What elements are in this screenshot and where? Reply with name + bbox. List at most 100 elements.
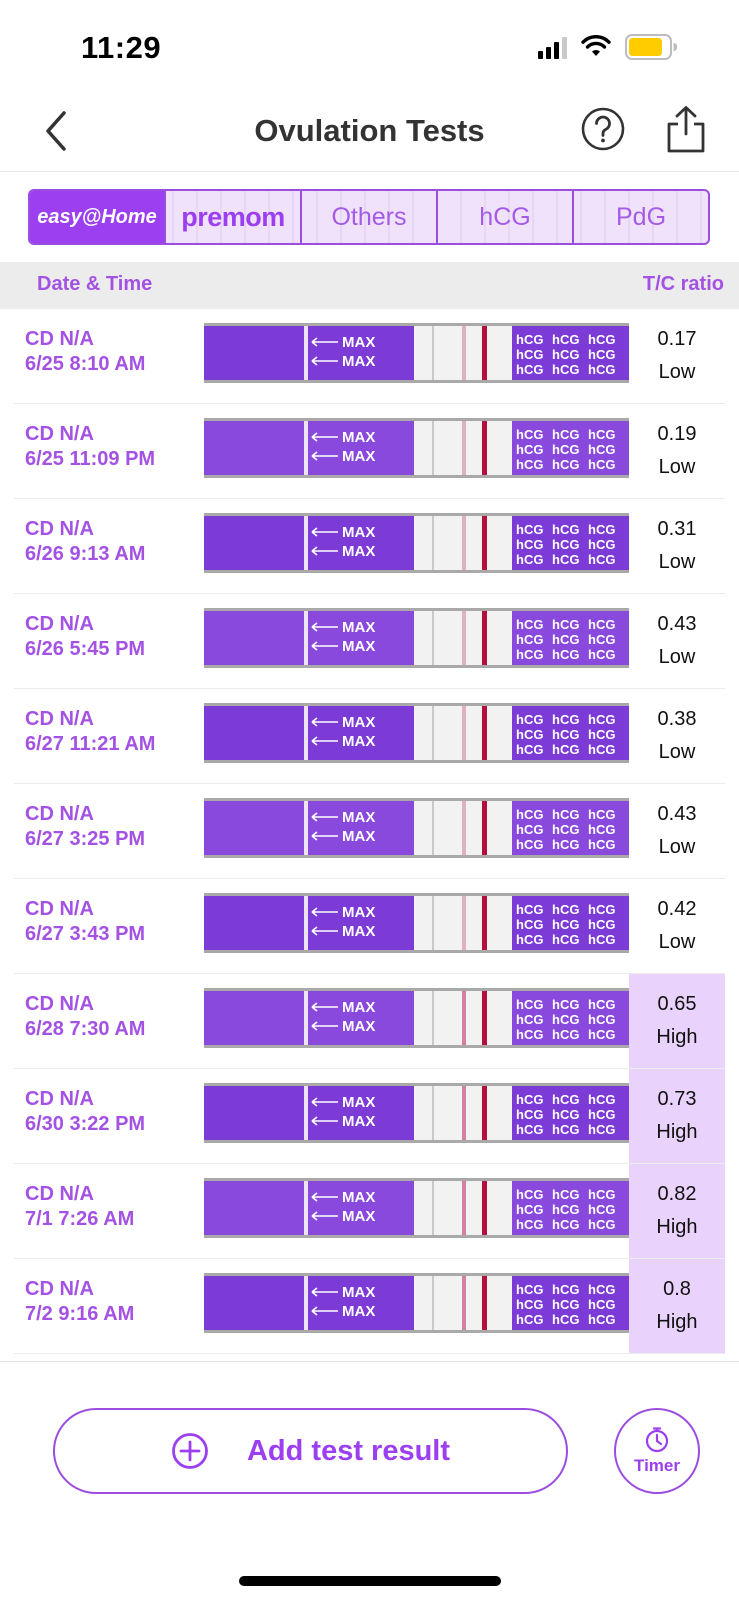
svg-text:hCG: hCG: [516, 537, 543, 552]
test-strip-image[interactable]: MAX MAX hCG hCG hCG hCG hCG hCG hCG hCG hCG: [204, 418, 629, 478]
tab-premom[interactable]: premom: [166, 191, 302, 243]
status-icons: [538, 34, 677, 60]
help-button[interactable]: [580, 106, 626, 152]
svg-text:hCG: hCG: [516, 347, 543, 362]
svg-text:hCG: hCG: [552, 837, 579, 852]
back-button[interactable]: [36, 108, 76, 154]
table-row[interactable]: CD N/A 6/25 8:10 AM MAX MAX hCG hCG hCG hCG hCG h…: [14, 309, 725, 404]
svg-text:hCG: hCG: [588, 902, 615, 917]
tc-ratio-cell: 0.19 Low: [629, 404, 725, 498]
tab-easy-home[interactable]: easy@Home: [30, 191, 166, 243]
svg-text:hCG: hCG: [552, 727, 579, 742]
plus-circle-icon: [172, 1433, 208, 1469]
svg-text:MAX: MAX: [342, 524, 375, 541]
svg-text:MAX: MAX: [342, 1113, 375, 1130]
test-strip-image[interactable]: MAX MAX hCG hCG hCG hCG hCG hCG hCG hCG hCG: [204, 323, 629, 383]
easy-home-logo: easy@Home: [37, 205, 157, 228]
test-strip-image[interactable]: MAX MAX hCG hCG hCG hCG hCG hCG hCG hCG hCG: [204, 798, 629, 858]
svg-text:MAX: MAX: [342, 714, 375, 731]
test-strip-image[interactable]: MAX MAX hCG hCG hCG hCG hCG hCG hCG hCG hCG: [204, 513, 629, 573]
svg-text:hCG: hCG: [588, 742, 615, 757]
svg-text:hCG: hCG: [588, 347, 615, 362]
test-datetime: 7/1 7:26 AM: [25, 1208, 135, 1230]
svg-text:hCG: hCG: [552, 442, 579, 457]
table-row[interactable]: CD N/A 7/2 9:16 AM MAX MAX hCG hCG hCG hCG hCG hC…: [14, 1259, 725, 1354]
test-strip-image[interactable]: MAX MAX hCG hCG hCG hCG hCG hCG hCG hCG hCG: [204, 608, 629, 668]
tab-hcg[interactable]: hCG: [438, 191, 574, 243]
svg-text:MAX: MAX: [342, 923, 375, 940]
svg-text:hCG: hCG: [516, 742, 543, 757]
tc-ratio-cell: 0.31 Low: [629, 499, 725, 593]
test-strip-image[interactable]: MAX MAX hCG hCG hCG hCG hCG hCG hCG hCG hCG: [204, 1273, 629, 1333]
question-circle-icon: [581, 107, 625, 151]
page-title: Ovulation Tests: [254, 113, 485, 148]
test-datetime: 6/27 3:25 PM: [25, 828, 146, 850]
svg-text:hCG: hCG: [552, 997, 579, 1012]
svg-text:hCG: hCG: [588, 1122, 615, 1137]
test-strip-image[interactable]: MAX MAX hCG hCG hCG hCG hCG hCG hCG hCG hCG: [204, 1083, 629, 1143]
table-row[interactable]: CD N/A 6/30 3:22 PM MAX MAX hCG hCG hCG hCG hCG h…: [14, 1069, 725, 1164]
table-row[interactable]: CD N/A 6/27 3:43 PM MAX MAX hCG hCG hCG hCG hCG h…: [14, 879, 725, 974]
battery-icon: [625, 34, 677, 60]
table-row[interactable]: CD N/A 6/25 11:09 PM MAX MAX hCG hCG hCG hCG hCG…: [14, 404, 725, 499]
tc-ratio-value: 0.65: [657, 993, 697, 1015]
tc-ratio-value: 0.73: [657, 1088, 697, 1110]
svg-text:MAX: MAX: [342, 999, 375, 1016]
svg-text:hCG: hCG: [516, 1282, 543, 1297]
test-strip-image[interactable]: MAX MAX hCG hCG hCG hCG hCG hCG hCG hCG hCG: [204, 988, 629, 1048]
table-header: Date & Time T/C ratio: [0, 262, 739, 309]
cycle-day: CD N/A: [25, 1088, 94, 1110]
svg-text:hCG: hCG: [516, 617, 543, 632]
table-row[interactable]: CD N/A 6/27 3:25 PM MAX MAX hCG hCG hCG hCG hCG h…: [14, 784, 725, 879]
divider: [0, 1361, 739, 1362]
timer-button[interactable]: Timer: [614, 1408, 700, 1494]
svg-text:hCG: hCG: [588, 522, 615, 537]
test-datetime: 6/28 7:30 AM: [25, 1018, 146, 1040]
add-test-result-button[interactable]: Add test result: [53, 1408, 568, 1494]
svg-text:MAX: MAX: [342, 1018, 375, 1035]
svg-text:MAX: MAX: [342, 353, 375, 370]
test-strip-image[interactable]: MAX MAX hCG hCG hCG hCG hCG hCG hCG hCG hCG: [204, 703, 629, 763]
svg-text:hCG: hCG: [516, 1107, 543, 1122]
tc-ratio-value: 0.8: [663, 1278, 691, 1300]
svg-text:MAX: MAX: [342, 543, 375, 560]
svg-text:hCG: hCG: [552, 647, 579, 662]
svg-text:hCG: hCG: [552, 1187, 579, 1202]
tc-ratio-value: 0.19: [657, 423, 697, 445]
svg-text:hCG: hCG: [588, 617, 615, 632]
test-strip-image[interactable]: MAX MAX hCG hCG hCG hCG hCG hCG hCG hCG hCG: [204, 893, 629, 953]
table-row[interactable]: CD N/A 7/1 7:26 AM MAX MAX hCG hCG hCG hCG hCG hC…: [14, 1164, 725, 1259]
svg-text:hCG: hCG: [552, 1092, 579, 1107]
svg-text:hCG: hCG: [552, 1297, 579, 1312]
table-row[interactable]: CD N/A 6/27 11:21 AM MAX MAX hCG hCG hCG hCG hCG…: [14, 689, 725, 784]
tab-others[interactable]: Others: [302, 191, 438, 243]
test-strip-image[interactable]: MAX MAX hCG hCG hCG hCG hCG hCG hCG hCG hCG: [204, 1178, 629, 1238]
table-row[interactable]: CD N/A 6/26 5:45 PM MAX MAX hCG hCG hCG hCG hCG h…: [14, 594, 725, 689]
table-row[interactable]: CD N/A 6/28 7:30 AM MAX MAX hCG hCG hCG hCG hCG h…: [14, 974, 725, 1069]
svg-text:hCG: hCG: [552, 537, 579, 552]
table-row[interactable]: CD N/A 6/26 9:13 AM MAX MAX hCG hCG hCG hCG hCG h…: [14, 499, 725, 594]
svg-text:hCG: hCG: [588, 1012, 615, 1027]
svg-text:hCG: hCG: [516, 1012, 543, 1027]
svg-text:hCG: hCG: [516, 932, 543, 947]
home-indicator: [239, 1576, 501, 1586]
svg-text:MAX: MAX: [342, 1208, 375, 1225]
lh-level-label: High: [656, 1311, 698, 1333]
share-button[interactable]: [663, 104, 709, 154]
row-date: CD N/A 6/27 3:25 PM: [25, 802, 145, 852]
tab-pdg[interactable]: PdG: [615, 202, 667, 231]
lh-level-label: Low: [658, 931, 696, 953]
svg-text:hCG: hCG: [588, 442, 615, 457]
test-datetime: 6/25 11:09 PM: [25, 448, 156, 470]
svg-text:hCG: hCG: [588, 1297, 615, 1312]
svg-text:hCG: hCG: [516, 1122, 543, 1137]
svg-text:hCG: hCG: [516, 632, 543, 647]
svg-text:hCG: hCG: [552, 902, 579, 917]
svg-text:hCG: hCG: [588, 1092, 615, 1107]
svg-text:hCG: hCG: [588, 1312, 615, 1327]
svg-text:hCG: hCG: [552, 1012, 579, 1027]
svg-text:hCG: hCG: [588, 712, 615, 727]
tc-ratio-value: 0.42: [657, 898, 697, 920]
svg-text:hCG: hCG: [588, 632, 615, 647]
svg-text:hCG: hCG: [588, 537, 615, 552]
